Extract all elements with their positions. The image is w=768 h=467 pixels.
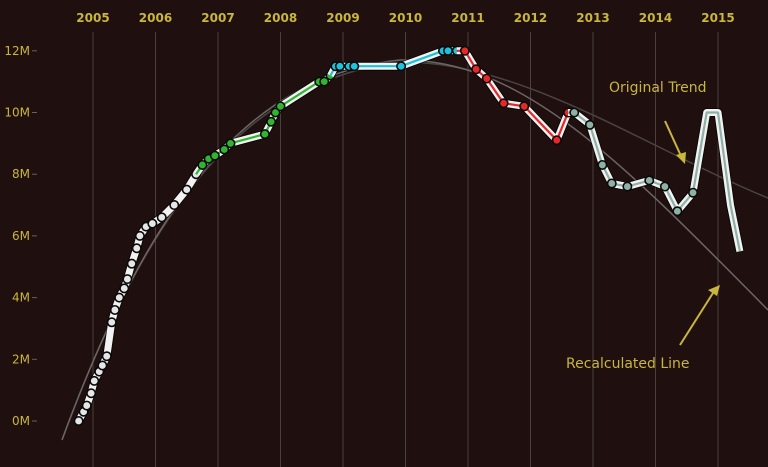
series-3: [326, 45, 462, 78]
data-point[interactable]: [219, 144, 230, 155]
y-tick-label: 8M: [12, 167, 30, 181]
data-point[interactable]: [86, 388, 97, 399]
x-tick-label: 2010: [389, 11, 422, 25]
series-2: [192, 70, 336, 177]
data-point[interactable]: [606, 178, 617, 189]
data-point[interactable]: [225, 138, 236, 149]
data-point[interactable]: [134, 230, 145, 241]
y-tick-label: 4M: [12, 291, 30, 305]
data-point[interactable]: [459, 45, 470, 56]
data-point[interactable]: [147, 218, 158, 229]
y-tick-label: 0M: [12, 414, 30, 428]
y-axis: 0M 2M 4M 6M 8M 10M 12M: [4, 44, 37, 428]
x-tick-label: 2011: [451, 11, 484, 25]
y-tick-label: 12M: [4, 44, 30, 58]
data-point[interactable]: [131, 243, 142, 254]
data-point[interactable]: [644, 175, 655, 186]
data-point[interactable]: [659, 181, 670, 192]
x-tick-label: 2009: [326, 11, 359, 25]
data-series: [73, 45, 745, 426]
data-point[interactable]: [481, 73, 492, 84]
data-point[interactable]: [396, 61, 407, 72]
original-trend-label: Original Trend: [609, 80, 707, 96]
data-point[interactable]: [126, 258, 137, 269]
y-tick-label: 2M: [12, 352, 30, 366]
data-point[interactable]: [122, 274, 133, 285]
data-point[interactable]: [275, 101, 286, 112]
data-point[interactable]: [119, 283, 130, 294]
data-point[interactable]: [266, 116, 277, 127]
data-point[interactable]: [672, 206, 683, 217]
x-tick-label: 2012: [514, 11, 547, 25]
data-point[interactable]: [97, 360, 108, 371]
data-point[interactable]: [349, 61, 360, 72]
data-point[interactable]: [687, 187, 698, 198]
data-point[interactable]: [106, 317, 117, 328]
recalculated-line-label: Recalculated Line: [566, 356, 690, 372]
data-point[interactable]: [259, 129, 270, 140]
data-point[interactable]: [551, 135, 562, 146]
series-4: [456, 45, 573, 146]
data-point[interactable]: [109, 304, 120, 315]
x-tick-label: 2007: [201, 11, 234, 25]
data-point[interactable]: [597, 159, 608, 170]
data-point[interactable]: [442, 45, 453, 56]
annotations: Original Trend Recalculated Line: [566, 80, 720, 372]
x-tick-label: 2005: [76, 11, 109, 25]
data-point[interactable]: [81, 400, 92, 411]
y-tick-label: 10M: [4, 106, 30, 120]
data-point[interactable]: [89, 375, 100, 386]
x-tick-label: 2008: [264, 11, 297, 25]
original-trend-arrow-icon: [664, 120, 686, 164]
data-point[interactable]: [181, 184, 192, 195]
data-point[interactable]: [73, 415, 84, 426]
recalculated-trend-line: [61, 59, 768, 441]
data-point[interactable]: [197, 159, 208, 170]
data-point[interactable]: [114, 292, 125, 303]
data-point[interactable]: [622, 181, 633, 192]
data-point[interactable]: [498, 98, 509, 109]
vertical-gridlines: [92, 32, 719, 467]
data-point[interactable]: [319, 76, 330, 87]
series-5: [568, 107, 745, 253]
x-tick-label: 2014: [639, 11, 672, 25]
x-tick-label: 2013: [576, 11, 609, 25]
x-tick-label: 2006: [139, 11, 172, 25]
data-point[interactable]: [101, 351, 112, 362]
data-point[interactable]: [519, 101, 530, 112]
recalculated-line-arrow-icon: [679, 285, 720, 346]
data-point[interactable]: [169, 200, 180, 211]
y-tick-label: 6M: [12, 229, 30, 243]
data-point[interactable]: [209, 150, 220, 161]
data-point[interactable]: [584, 119, 595, 130]
x-tick-label: 2015: [701, 11, 734, 25]
x-axis: 2005 2006 2007 2008 2009 2010 2011 2012 2013 2014…: [76, 11, 734, 25]
data-point[interactable]: [156, 212, 167, 223]
series-1: [73, 169, 202, 426]
data-point[interactable]: [471, 64, 482, 75]
data-point[interactable]: [334, 61, 345, 72]
data-point[interactable]: [569, 107, 580, 118]
